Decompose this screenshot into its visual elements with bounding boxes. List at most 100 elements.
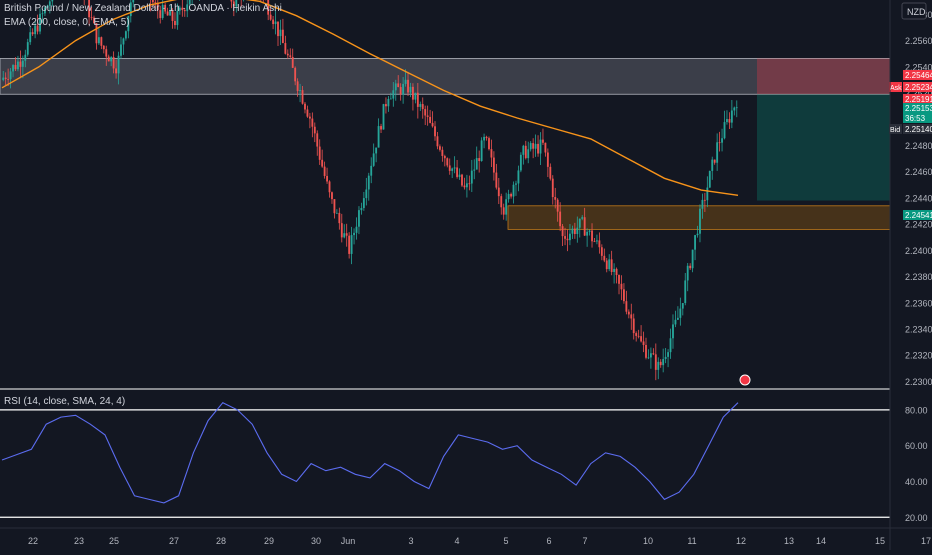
- candle: [441, 149, 444, 156]
- candle: [387, 98, 390, 107]
- candle: [642, 341, 645, 345]
- candle: [699, 208, 701, 234]
- candle: [375, 147, 378, 154]
- candle: [478, 158, 481, 162]
- candle: [335, 212, 338, 214]
- candle: [151, 0, 154, 3]
- candle: [735, 107, 738, 109]
- side-tag-text: Ask: [890, 85, 902, 92]
- rsi-axis-label: 20.00: [905, 513, 928, 523]
- candle: [532, 143, 535, 149]
- candle: [367, 175, 370, 190]
- candle: [566, 238, 569, 241]
- zone-resistance[interactable]: [0, 58, 891, 95]
- candle: [453, 167, 456, 169]
- price-axis-label: 2.25200: [905, 89, 932, 99]
- candle: [178, 7, 181, 11]
- price-tag-text: 2.25140: [905, 125, 932, 134]
- candle: [507, 193, 510, 200]
- candle: [402, 83, 405, 95]
- rsi-line[interactable]: [1, 402, 739, 504]
- candle: [286, 53, 289, 56]
- price-axis-label: 2.24800: [905, 141, 932, 151]
- candle: [662, 359, 665, 366]
- candle: [667, 352, 670, 357]
- candle: [726, 119, 728, 123]
- candle: [502, 207, 505, 215]
- candle: [495, 172, 498, 188]
- price-axis-label: 2.23800: [905, 272, 932, 282]
- rsi-axis-label: 80.00: [905, 405, 928, 415]
- candle: [21, 60, 24, 67]
- candle: [176, 10, 179, 26]
- time-axis-label: 25: [109, 536, 119, 546]
- candle: [542, 139, 544, 143]
- price-axis-label: 2.24000: [905, 246, 932, 256]
- candle: [637, 335, 640, 337]
- candle: [100, 37, 103, 46]
- candle: [414, 92, 417, 100]
- zone-support[interactable]: [507, 205, 891, 230]
- candle: [490, 149, 493, 158]
- candle: [664, 356, 667, 360]
- candle: [88, 0, 91, 18]
- candle: [728, 119, 731, 123]
- candle: [674, 319, 677, 325]
- candle: [554, 197, 557, 200]
- candle: [409, 86, 412, 93]
- candle: [174, 20, 176, 26]
- candle: [394, 83, 397, 91]
- candle: [684, 280, 687, 304]
- side-tag-text: Bid: [890, 127, 900, 134]
- time-axis-label: 13: [784, 536, 794, 546]
- candle: [338, 212, 341, 224]
- candle: [635, 333, 638, 336]
- candle: [586, 231, 589, 236]
- price-tag-text: 36:53: [905, 114, 926, 123]
- candle: [267, 0, 270, 15]
- candle: [446, 158, 449, 166]
- candle: [544, 142, 547, 153]
- candle: [468, 183, 471, 185]
- candle: [407, 79, 409, 93]
- candle: [321, 159, 324, 167]
- candle: [301, 90, 304, 104]
- candle: [431, 122, 434, 127]
- candle: [382, 104, 385, 130]
- time-axis-label: 14: [816, 536, 826, 546]
- zone-position-stop[interactable]: [757, 58, 890, 95]
- time-axis-label: 23: [74, 536, 84, 546]
- candle: [549, 166, 552, 179]
- event-flag-icon[interactable]: [739, 374, 751, 386]
- price-tag-text: 2.25191: [905, 95, 932, 104]
- candle: [277, 21, 279, 37]
- candle: [647, 357, 650, 359]
- candle: [708, 170, 711, 188]
- time-axis-label: 11: [687, 536, 696, 546]
- candle: [29, 32, 32, 43]
- candle: [36, 25, 39, 32]
- side-tag: [889, 124, 902, 134]
- candle: [313, 126, 316, 134]
- candle: [593, 241, 596, 243]
- candle: [475, 158, 478, 170]
- candle: [26, 42, 29, 55]
- price-tag-text: 2.24541: [905, 211, 932, 220]
- currency-button[interactable]: [901, 2, 927, 20]
- candle: [711, 159, 714, 171]
- candle: [632, 318, 635, 334]
- candle: [372, 153, 375, 166]
- ema-line[interactable]: [1, 0, 739, 196]
- candle: [645, 344, 647, 358]
- candle: [721, 138, 723, 143]
- candle: [291, 56, 294, 68]
- candle: [426, 115, 429, 117]
- candle: [112, 57, 115, 69]
- candle: [613, 268, 616, 272]
- zone-position-target[interactable]: [757, 94, 890, 201]
- candle: [718, 142, 721, 144]
- candle: [546, 152, 549, 167]
- candle: [524, 145, 527, 159]
